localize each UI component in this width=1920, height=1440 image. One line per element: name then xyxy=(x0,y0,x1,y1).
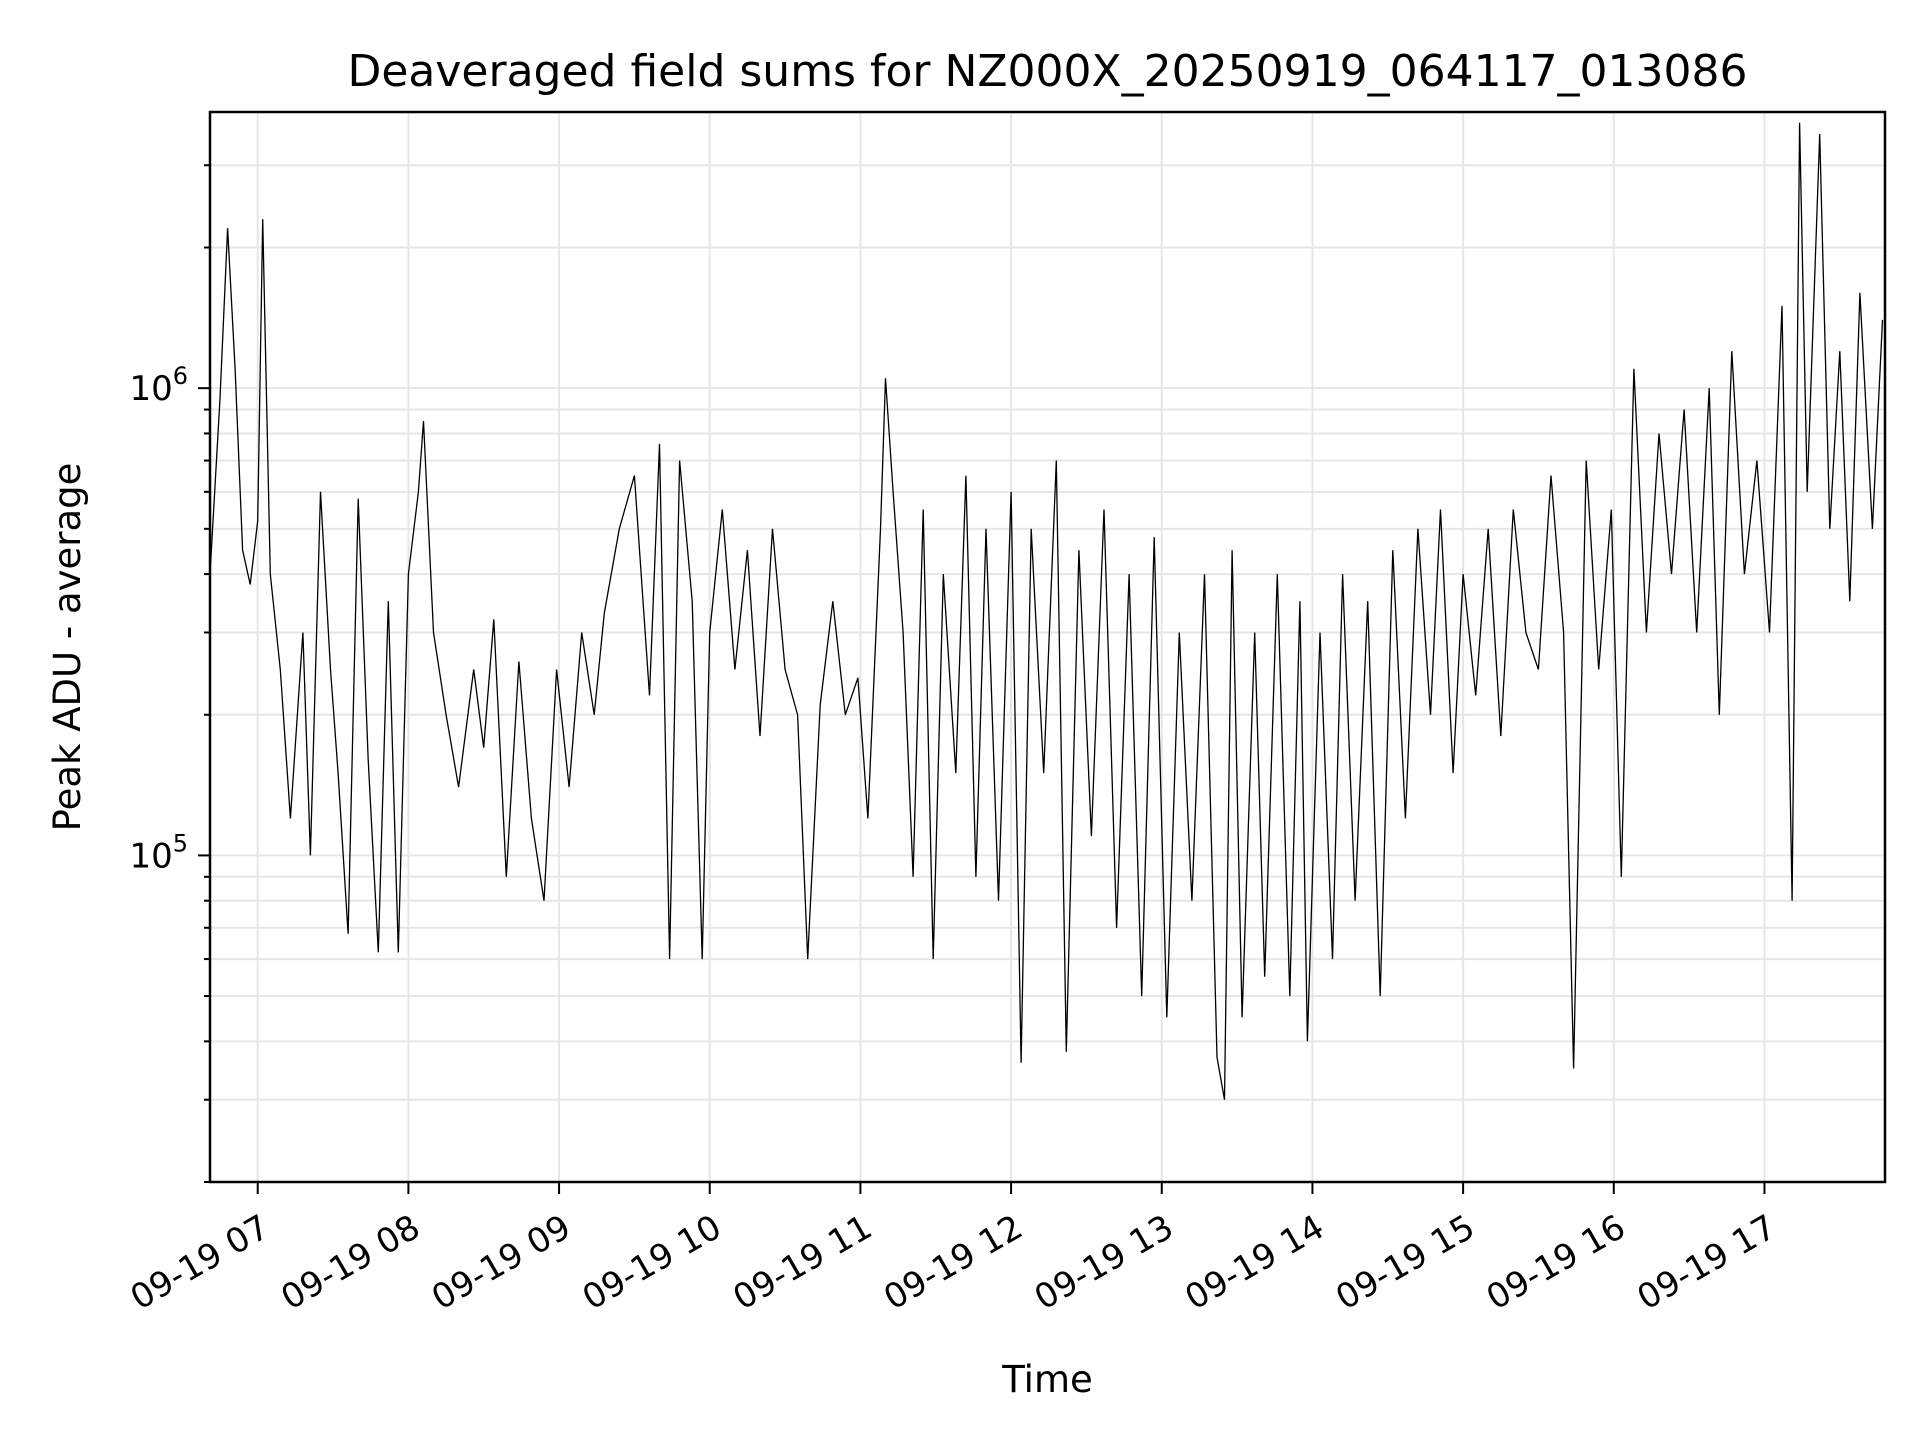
grid-layer xyxy=(210,112,1885,1183)
x-tick-label: 09-19 17 xyxy=(1631,1207,1783,1318)
y-tick-label: 105 xyxy=(129,829,188,876)
x-tick-label: 09-19 13 xyxy=(1028,1207,1180,1318)
x-tick-label: 09-19 12 xyxy=(877,1207,1029,1318)
data-series-line xyxy=(209,122,1884,1100)
x-axis-title: Time xyxy=(1001,1358,1093,1401)
x-tick-label: 09-19 16 xyxy=(1480,1207,1632,1318)
series-layer xyxy=(209,122,1884,1100)
x-tick-label: 09-19 10 xyxy=(576,1207,728,1318)
x-tick-label: 09-19 15 xyxy=(1329,1207,1481,1318)
y-tick-exponent: 6 xyxy=(173,362,188,390)
x-tick-label: 09-19 08 xyxy=(274,1207,426,1318)
chart-title: Deaveraged field sums for NZ000X_2025091… xyxy=(347,46,1747,97)
x-tick-label: 09-19 14 xyxy=(1179,1207,1331,1318)
y-tick-base: 10 xyxy=(129,836,172,876)
plot-frame xyxy=(208,110,1887,1184)
y-tick-base: 10 xyxy=(129,369,172,409)
x-tick-label: 09-19 07 xyxy=(124,1207,276,1318)
y-tick-label: 106 xyxy=(129,362,188,409)
x-tick-label: 09-19 09 xyxy=(425,1207,577,1318)
y-axis-title: Peak ADU - average xyxy=(46,463,89,832)
x-tick-label: 09-19 11 xyxy=(727,1207,879,1318)
y-tick-exponent: 5 xyxy=(173,829,188,857)
